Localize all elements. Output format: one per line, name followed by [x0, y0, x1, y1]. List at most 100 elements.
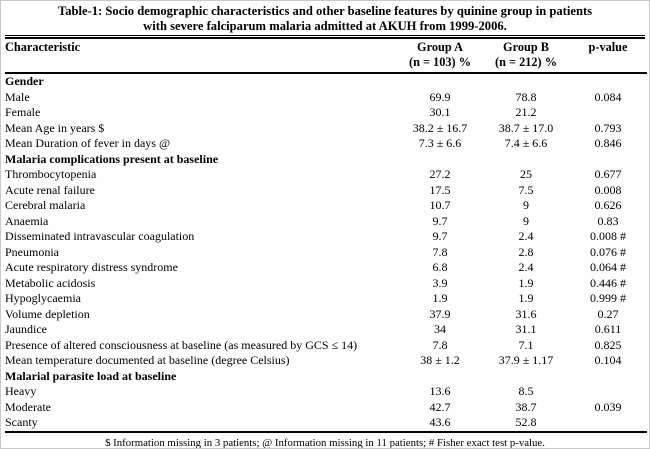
table-row: Pneumonia 7.8 2.8 0.076 # — [5, 245, 647, 261]
cell-p-value: 0.039 — [594, 399, 622, 414]
table-row: Hypoglycaemia 1.9 1.9 0.999 # — [5, 291, 647, 307]
cell-group-b: 38.7 — [515, 399, 537, 414]
row-label: Mean Age in years $ — [5, 120, 105, 135]
table-row: Volume depletion 37.9 31.6 0.27 — [5, 307, 647, 323]
row-label: Acute renal failure — [5, 182, 95, 197]
baseline-characteristics-table: Characteristic Group A (n = 103) % Group… — [5, 39, 647, 433]
row-label: Anaemia — [5, 213, 49, 228]
table-row: Mean Age in years $ 38.2 ± 16.7 38.7 ± 17.… — [5, 121, 647, 137]
cell-group-a: 7.3 ± 6.6 — [418, 136, 462, 150]
table-header: Characteristic Group A (n = 103) % Group… — [5, 39, 647, 74]
table-row: Moderate 42.7 38.7 0.039 — [5, 400, 647, 416]
cell-group-a: 13.6 — [429, 384, 451, 398]
cell-group-b: 7.5 — [518, 182, 534, 197]
cell-group-a: 69.9 — [429, 89, 451, 104]
row-label: Presence of altered consciousness at bas… — [5, 337, 358, 352]
cell-group-a: 9.7 — [432, 213, 448, 228]
cell-group-a: 38 ± 1.2 — [420, 353, 460, 367]
row-label: Acute respiratory distress syndrome — [5, 260, 178, 274]
cell-group-b: 8.5 — [518, 384, 534, 398]
cell-p-value: 0.677 — [594, 167, 622, 181]
section-label: Malaria complications present at baselin… — [5, 151, 219, 166]
table-row: Scanty 43.6 52.8 — [5, 415, 647, 432]
cell-group-a: 37.9 — [429, 306, 451, 321]
cell-group-a: 43.6 — [429, 415, 451, 429]
table-title: Table-1: Socio demographic characteristi… — [5, 4, 645, 33]
table-row: Metabolic acidosis 3.9 1.9 0.446 # — [5, 276, 647, 292]
table-row: Acute renal failure 17.5 7.5 0.008 — [5, 183, 647, 199]
cell-group-a: 3.9 — [432, 275, 448, 290]
cell-group-b: 2.4 — [518, 229, 534, 243]
row-label: Jaundice — [5, 322, 47, 336]
cell-group-a: 34 — [434, 322, 446, 336]
cell-group-a: 9.7 — [432, 229, 448, 243]
cell-group-a: 27.2 — [429, 167, 451, 181]
cell-group-a: 42.7 — [429, 399, 451, 414]
table-row: Male 69.9 78.8 0.084 — [5, 90, 647, 106]
cell-p-value: 0.084 — [594, 89, 622, 104]
cell-p-value: 0.846 — [594, 136, 622, 150]
cell-group-b: 21.2 — [515, 105, 537, 119]
cell-p-value: 0.446 # — [590, 275, 626, 290]
table-row: Heavy 13.6 8.5 — [5, 384, 647, 400]
cell-p-value: 0.793 — [594, 120, 622, 135]
cell-group-b: 1.9 — [518, 275, 534, 290]
cell-group-b: 37.9 ± 1.17 — [498, 353, 554, 367]
cell-group-a: 7.8 — [432, 337, 448, 352]
table-body: Gender Male 69.9 78.8 0.084 Female 30.1 21.2 Mea… — [5, 73, 647, 432]
table-row: Mean temperature documented at baseline … — [5, 353, 647, 369]
top-rule — [5, 35, 645, 39]
group-a-n: (n = 103) % — [408, 55, 471, 69]
row-label: Cerebral malaria — [5, 198, 86, 212]
table-row: Disseminated intravascular coagulation 9.… — [5, 229, 647, 245]
table-row: Jaundice 34 31.1 0.611 — [5, 322, 647, 338]
section-row: Malaria complications present at baselin… — [5, 152, 647, 168]
cell-group-b: 52.8 — [515, 415, 537, 429]
table-row: Presence of altered consciousness at bas… — [5, 338, 647, 354]
cell-group-b: 78.8 — [515, 89, 537, 104]
group-b-n: (n = 212) % — [494, 55, 557, 69]
section-row: Gender — [5, 73, 647, 90]
table-title-line2: with severe falciparum malaria admitted … — [143, 18, 507, 33]
cell-group-b: 9 — [523, 213, 529, 228]
row-label: Volume depletion — [5, 306, 90, 321]
table-row: Female 30.1 21.2 — [5, 105, 647, 121]
header-row: Characteristic Group A (n = 103) % Group… — [5, 39, 647, 74]
cell-group-b: 25 — [520, 167, 532, 181]
cell-group-b: 7.4 ± 6.6 — [504, 136, 548, 150]
table-title-line1: Table-1: Socio demographic characteristi… — [57, 4, 593, 18]
column-header-characteristic: Characteristic — [5, 39, 397, 74]
column-header-group-a: Group A (n = 103) % — [397, 39, 483, 74]
cell-p-value — [569, 384, 647, 400]
cell-group-a: 6.8 — [432, 260, 448, 274]
cell-p-value: 0.27 — [597, 306, 619, 321]
row-label: Mean temperature documented at baseline … — [5, 353, 290, 367]
row-label: Female — [5, 105, 41, 119]
cell-p-value: 0.999 # — [590, 291, 626, 305]
cell-p-value: 0.076 # — [590, 244, 626, 259]
column-header-p-value: p-value — [569, 39, 647, 74]
table-row: Acute respiratory distress syndrome 6.8 2.… — [5, 260, 647, 276]
cell-group-a: 38.2 ± 16.7 — [412, 120, 468, 135]
cell-p-value — [569, 415, 647, 432]
cell-p-value: 0.626 — [594, 198, 622, 212]
cell-group-a: 17.5 — [429, 182, 451, 197]
cell-group-a: 1.9 — [432, 291, 448, 305]
table-row: Mean Duration of fever in days @ 7.3 ± 6.… — [5, 136, 647, 152]
cell-p-value: 0.064 # — [590, 260, 626, 274]
row-label: Metabolic acidosis — [5, 275, 96, 290]
cell-group-a: 7.8 — [432, 244, 448, 259]
cell-p-value: 0.611 — [594, 322, 622, 336]
section-label: Malarial parasite load at baseline — [5, 368, 177, 383]
group-a-title: Group A — [417, 40, 463, 54]
row-label: Hypoglycaemia — [5, 291, 81, 305]
table-footnote: $ Information missing in 3 patients; @ I… — [105, 436, 545, 449]
section-row: Malarial parasite load at baseline — [5, 369, 647, 385]
cell-group-b: 38.7 ± 17.0 — [498, 120, 554, 135]
row-label: Disseminated intravascular coagulation — [5, 229, 195, 243]
cell-group-b: 7.1 — [518, 337, 534, 352]
row-label: Scanty — [5, 415, 38, 429]
cell-p-value — [569, 105, 647, 121]
cell-group-b: 31.6 — [515, 306, 537, 321]
